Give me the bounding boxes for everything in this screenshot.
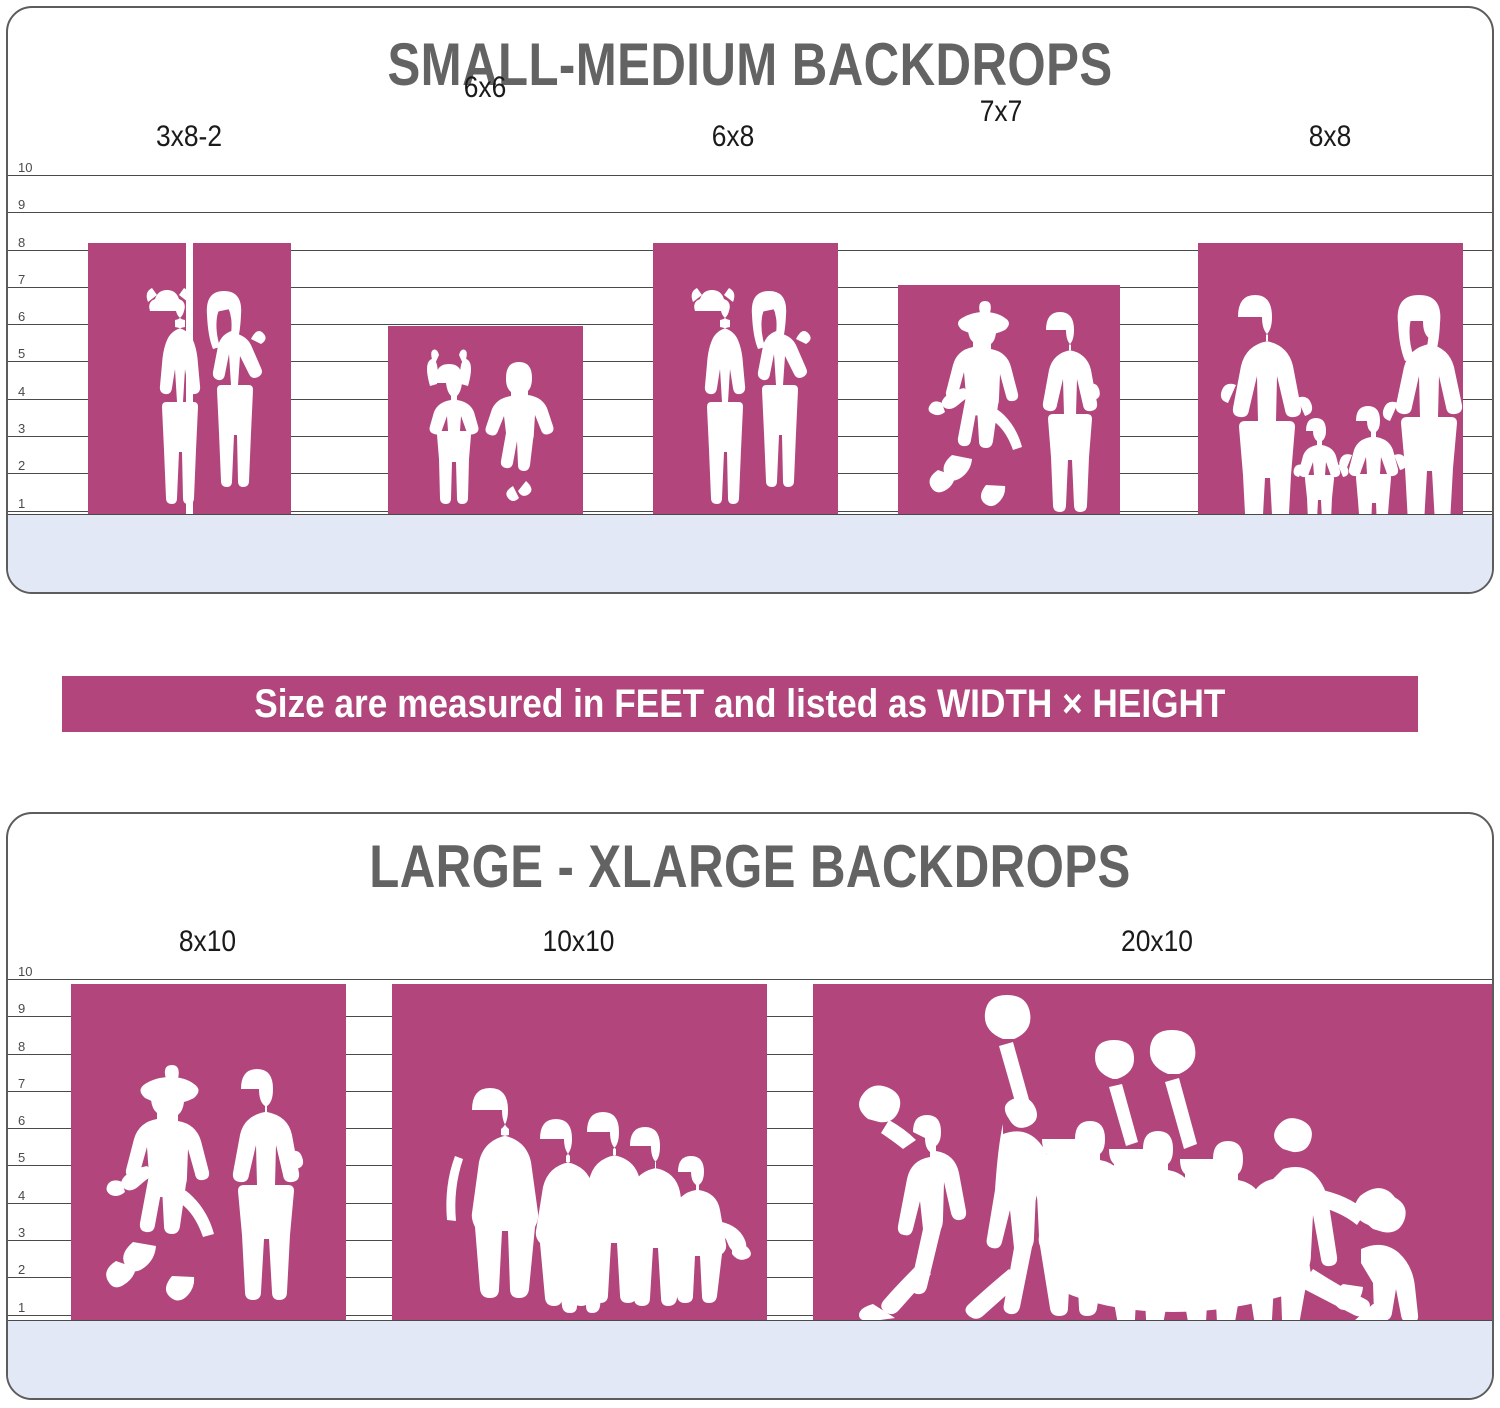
backdrop-bar-3x8-2[interactable]: [88, 243, 291, 517]
backdrop-label-8x10: 8x10: [178, 925, 237, 958]
axis-tick-label-3: 3: [18, 1225, 26, 1240]
silhouette-two-girls: [88, 243, 291, 517]
floor-strip-small: [8, 514, 1492, 592]
silhouette-couple-bike: [898, 285, 1120, 517]
axis-tick-label-7: 7: [18, 272, 26, 287]
axis-tick-label-1: 1: [18, 496, 26, 511]
axis-tick-label-1: 1: [18, 1300, 26, 1315]
silhouette-family-four: [1198, 243, 1463, 517]
axis-tick-label-3: 3: [18, 421, 26, 436]
small-medium-plot-area: 10 9 8 7 6 5 4 3 2 1 3x8-2: [8, 71, 1492, 518]
backdrop-bar-7x7[interactable]: [898, 285, 1120, 517]
backdrop-label-7x7: 7x7: [979, 95, 1023, 128]
axis-tick-label-6: 6: [18, 309, 26, 324]
backdrop-label-3x8-2: 3x8-2: [155, 120, 223, 153]
gridline-10ft: [8, 979, 1492, 980]
axis-tick-label-10: 10: [18, 964, 33, 979]
silhouette-two-girls: [653, 243, 838, 517]
page-title-large-xlarge: LARGE - XLARGE BACKDROPS: [369, 833, 1131, 900]
axis-tick-label-8: 8: [18, 235, 26, 250]
backdrop-bar-6x8[interactable]: [653, 243, 838, 517]
backdrop-label-6x8: 6x8: [711, 120, 755, 153]
backdrop-label-6x6: 6x6: [463, 71, 507, 104]
axis-tick-label-4: 4: [18, 1188, 26, 1203]
backdrop-bar-8x10[interactable]: [71, 984, 346, 1321]
size-units-banner: Size are measured in FEET and listed as …: [62, 676, 1418, 732]
axis-tick-label-5: 5: [18, 1150, 26, 1165]
gridline-9ft: [8, 212, 1492, 213]
axis-tick-label-5: 5: [18, 346, 26, 361]
axis-tick-label-2: 2: [18, 458, 26, 473]
silhouette-group-five: [392, 984, 767, 1321]
backdrop-label-8x8: 8x8: [1308, 120, 1352, 153]
silhouette-two-kids: [388, 326, 583, 517]
silhouette-cheer-squad: [813, 984, 1492, 1321]
backdrop-label-20x10: 20x10: [1121, 925, 1193, 958]
backdrop-bar-20x10[interactable]: [813, 984, 1492, 1321]
axis-tick-label-8: 8: [18, 1039, 26, 1054]
small-medium-backdrops-card: SMALL-MEDIUM BACKDROPS 10 9 8 7 6 5 4 3 2 1 3x8-2: [6, 6, 1494, 594]
backdrop-bar-8x8[interactable]: [1198, 243, 1463, 517]
silhouette-couple-bike: [71, 984, 346, 1321]
backdrop-label-10x10: 10x10: [542, 925, 615, 958]
page-title-small-medium: SMALL-MEDIUM BACKDROPS: [387, 31, 1113, 98]
floor-strip-large: [8, 1320, 1492, 1398]
axis-tick-label-10: 10: [18, 160, 33, 175]
size-units-banner-text: Size are measured in FEET and listed as …: [254, 681, 1226, 726]
axis-tick-label-6: 6: [18, 1113, 26, 1128]
large-xlarge-plot-area: 10 9 8 7 6 5 4 3 2 1 8x10: [8, 925, 1492, 1322]
axis-tick-label-9: 9: [18, 1001, 26, 1016]
backdrop-bar-10x10[interactable]: [392, 984, 767, 1321]
axis-tick-label-4: 4: [18, 384, 26, 399]
backdrop-bar-6x6[interactable]: [388, 326, 583, 517]
large-xlarge-backdrops-card: LARGE - XLARGE BACKDROPS 10 9 8 7 6 5 4 3 2 1 8x1…: [6, 812, 1494, 1400]
axis-tick-label-7: 7: [18, 1076, 26, 1091]
axis-tick-label-2: 2: [18, 1262, 26, 1277]
axis-tick-label-9: 9: [18, 197, 26, 212]
gridline-10ft: [8, 175, 1492, 176]
